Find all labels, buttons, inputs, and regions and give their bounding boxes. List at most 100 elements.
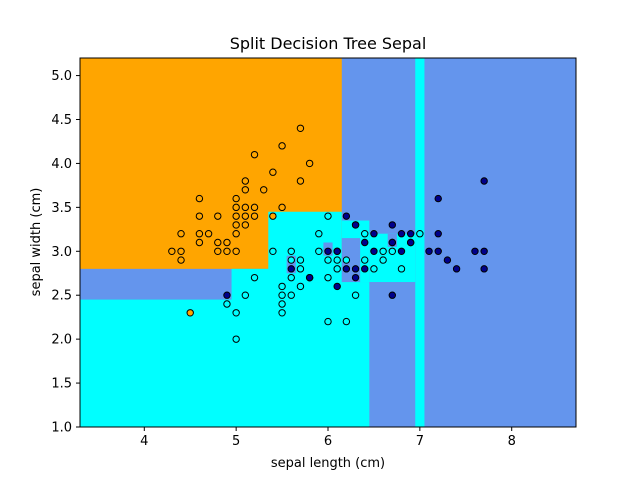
data-point-class-0	[195, 194, 204, 203]
chart-title: Split Decision Tree Sepal	[230, 34, 427, 53]
decision-region-class-1	[277, 282, 370, 427]
data-point-class-0	[223, 238, 231, 247]
data-point-class-2	[443, 256, 452, 264]
data-point-class-2	[351, 273, 360, 282]
x-tick-label: 6	[324, 434, 332, 449]
data-point-class-1	[370, 265, 378, 273]
data-point-class-0	[241, 186, 250, 194]
x-tick-label: 8	[508, 434, 516, 449]
y-tick-label: 1.5	[51, 377, 72, 392]
data-point-class-0	[195, 238, 204, 247]
decision-region-class-1	[231, 268, 278, 427]
data-point-class-2	[342, 265, 351, 273]
y-tick-label: 1.0	[51, 421, 72, 436]
data-point-class-0	[168, 247, 176, 255]
data-point-class-1	[342, 256, 351, 264]
data-point-class-1	[342, 317, 351, 326]
data-point-class-1	[287, 247, 295, 255]
data-point-class-2	[434, 194, 442, 203]
data-point-class-1	[388, 247, 396, 255]
data-point-class-1	[296, 282, 305, 291]
data-point-class-2	[434, 230, 442, 238]
data-point-class-0	[241, 212, 250, 220]
data-point-class-1	[324, 212, 332, 220]
points-layer	[168, 124, 488, 343]
data-point-class-2	[370, 230, 378, 238]
data-point-class-1	[287, 273, 295, 282]
data-point-class-1	[361, 230, 369, 238]
y-axis-label: sepal width (cm)	[29, 188, 44, 297]
data-point-class-1	[379, 256, 387, 264]
data-point-class-0	[177, 230, 185, 238]
data-point-class-0	[232, 194, 240, 203]
data-point-class-2	[342, 212, 351, 220]
data-point-class-0	[241, 221, 250, 229]
data-point-class-2	[397, 230, 406, 238]
data-point-class-1	[333, 256, 341, 264]
data-point-class-2	[388, 238, 396, 247]
data-point-class-0	[232, 212, 240, 220]
data-point-class-2	[333, 247, 341, 255]
data-point-class-0	[260, 186, 268, 194]
data-point-class-1	[287, 256, 295, 264]
data-point-class-2	[361, 238, 369, 247]
y-tick-label: 5.0	[51, 69, 72, 84]
data-point-class-0	[232, 203, 240, 212]
x-tick-label: 5	[232, 434, 240, 449]
data-point-class-2	[397, 247, 406, 255]
data-point-class-2	[388, 291, 396, 299]
data-point-class-0	[278, 142, 286, 150]
data-point-class-2	[452, 265, 461, 273]
data-point-class-0	[305, 159, 314, 168]
data-point-class-1	[296, 265, 305, 273]
data-point-class-2	[370, 247, 378, 255]
data-point-class-2	[480, 265, 488, 273]
data-point-class-0	[241, 203, 250, 212]
data-point-class-2	[480, 177, 488, 185]
y-tick-label: 4.5	[51, 113, 72, 128]
data-point-class-1	[416, 230, 424, 238]
data-point-class-0	[177, 247, 185, 255]
data-point-class-0	[204, 230, 213, 238]
data-point-class-0	[223, 247, 231, 255]
data-point-class-1	[315, 230, 323, 238]
y-tick-label: 3.5	[51, 201, 72, 216]
data-point-class-2	[406, 238, 415, 247]
x-axis: 4 5 6 7 8	[140, 427, 516, 449]
data-point-class-0	[241, 177, 250, 185]
data-point-class-2	[351, 221, 360, 229]
data-point-class-2	[223, 291, 231, 299]
y-tick-label: 2.5	[51, 289, 72, 304]
data-point-class-1	[278, 300, 286, 308]
y-tick-label: 3.0	[51, 245, 72, 260]
data-point-class-1	[278, 291, 286, 299]
data-point-class-0	[177, 256, 185, 264]
data-point-class-2	[425, 247, 433, 255]
data-point-class-0	[250, 203, 259, 212]
data-point-class-1	[287, 291, 295, 299]
x-tick-label: 4	[140, 434, 148, 449]
data-point-class-0	[195, 212, 204, 220]
x-tick-label: 7	[416, 434, 424, 449]
data-point-class-0	[296, 124, 305, 132]
data-point-class-2	[388, 221, 396, 229]
data-point-class-0	[278, 203, 286, 212]
x-axis-label: sepal length (cm)	[271, 456, 385, 471]
data-point-class-0	[186, 309, 194, 317]
data-point-class-0	[296, 177, 305, 185]
data-point-class-2	[406, 230, 415, 238]
data-point-class-2	[351, 265, 360, 273]
data-point-class-2	[333, 282, 341, 291]
data-point-class-1	[296, 256, 305, 264]
data-point-class-2	[480, 247, 488, 255]
data-point-class-0	[232, 221, 240, 229]
data-point-class-1	[361, 256, 369, 264]
data-point-class-1	[324, 273, 332, 282]
data-point-class-0	[250, 150, 259, 159]
data-point-class-0	[195, 230, 204, 238]
data-point-class-1	[278, 309, 286, 317]
data-point-class-2	[305, 273, 314, 282]
data-point-class-0	[232, 247, 240, 255]
data-point-class-0	[214, 238, 222, 247]
